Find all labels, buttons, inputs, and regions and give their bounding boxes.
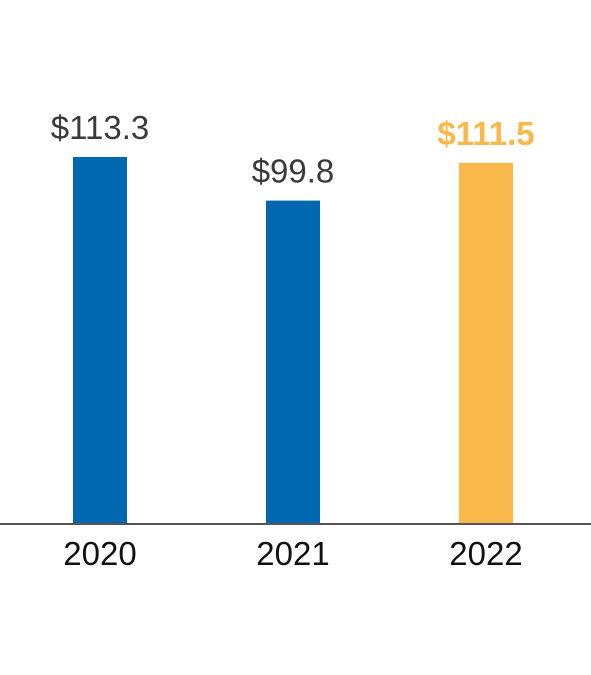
- bar-2022: [459, 162, 513, 524]
- bar-2021: [266, 200, 320, 524]
- category-label-2021: 2021: [256, 535, 329, 572]
- value-label-2021: $99.8: [252, 153, 335, 190]
- value-label-2020: $113.3: [51, 109, 149, 146]
- labels-group: $113.3 2020 $99.8 2021 $111.5 2022: [51, 109, 535, 572]
- value-label-2022: $111.5: [437, 115, 534, 152]
- bars-group: [73, 157, 513, 524]
- bar-2020: [73, 157, 127, 523]
- category-label-2022: 2022: [449, 535, 522, 572]
- category-label-2020: 2020: [63, 535, 136, 572]
